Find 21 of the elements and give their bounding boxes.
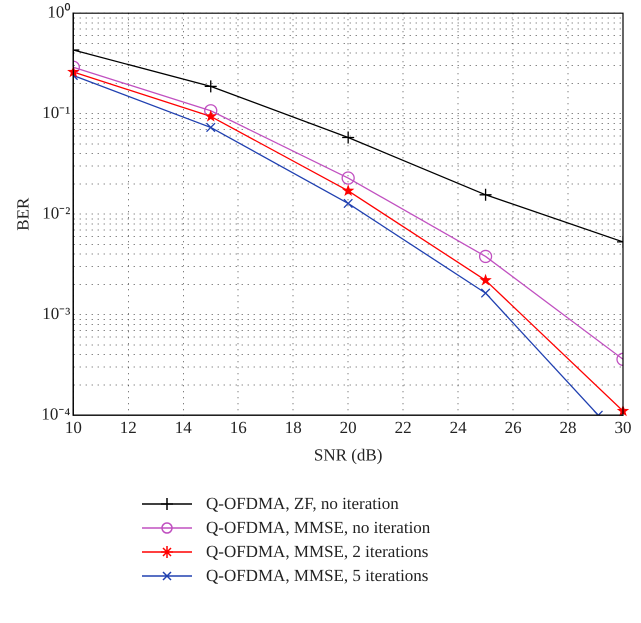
y-tick-label: 10⁻¹ xyxy=(42,103,70,122)
x-tick-label: 18 xyxy=(284,418,302,437)
y-axis-title: BER xyxy=(14,197,33,231)
x-axis-title: SNR (dB) xyxy=(314,445,382,464)
legend-label: Q-OFDMA, MMSE, 5 iterations xyxy=(206,566,428,586)
legend-label: Q-OFDMA, MMSE, no iteration xyxy=(206,518,430,538)
x-tick-label: 16 xyxy=(230,418,247,437)
legend-label: Q-OFDMA, MMSE, 2 iterations xyxy=(206,542,428,562)
y-tick-label: 10⁰ xyxy=(47,2,70,22)
x-tick-label: 22 xyxy=(394,418,412,437)
x-tick-label: 20 xyxy=(340,418,357,437)
y-tick-label: 10⁻² xyxy=(42,204,70,223)
x-tick-label: 10 xyxy=(64,418,82,437)
x-tick-label: 24 xyxy=(450,418,468,437)
x-tick-label: 28 xyxy=(560,418,577,437)
x-tick-label: 12 xyxy=(120,418,137,437)
x-tick-label: 14 xyxy=(174,418,192,437)
y-tick-label: 10⁻³ xyxy=(42,304,70,324)
x-tick-label: 26 xyxy=(504,418,522,437)
x-tick-label: 30 xyxy=(614,418,632,437)
legend-label: Q-OFDMA, ZF, no iteration xyxy=(206,494,399,514)
